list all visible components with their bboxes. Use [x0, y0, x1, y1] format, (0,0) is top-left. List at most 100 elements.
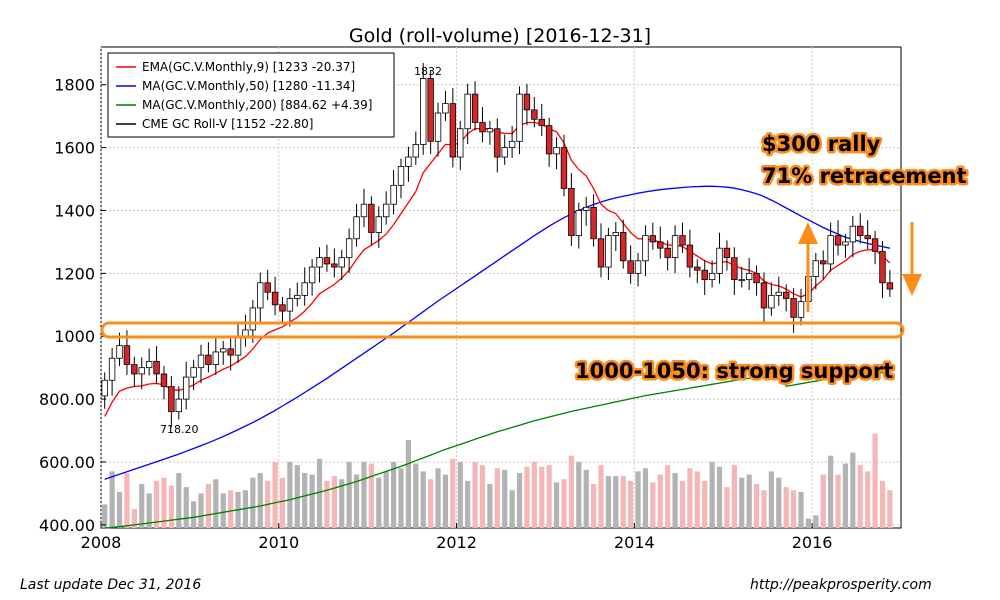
volume-bar	[168, 485, 174, 528]
candle-body	[242, 329, 249, 337]
volume-bar	[672, 472, 678, 528]
volume-bar	[702, 480, 708, 528]
volume-bar	[509, 490, 515, 528]
y-tick-label: 800.00	[39, 390, 95, 409]
candle-body	[597, 238, 605, 268]
candle-body	[405, 156, 412, 167]
volume-bar	[553, 482, 560, 528]
volume-bar	[635, 471, 641, 528]
rally-annotation-line2: 71% retracement	[762, 164, 967, 188]
candle-body	[123, 345, 131, 365]
x-axis: 2008 2010 2012 2014 2016	[81, 523, 832, 552]
candle-body	[871, 238, 879, 252]
volume-bar	[731, 465, 737, 528]
candle-body	[464, 93, 471, 130]
volume-bar	[531, 461, 537, 528]
legend: EMA(GC.V.Monthly,9) [1233 -20.37] MA(GC.…	[107, 52, 395, 138]
candle-body	[434, 112, 442, 142]
volume-bar	[813, 515, 819, 528]
volume-bar	[213, 479, 219, 528]
volume-bar	[465, 480, 471, 528]
candle-body	[197, 354, 205, 369]
ma50-line	[104, 185, 891, 480]
volume-bar	[524, 466, 530, 528]
volume-bar	[768, 471, 774, 528]
candle-body	[412, 144, 420, 158]
candle-body	[116, 345, 123, 359]
candle-body	[553, 147, 560, 155]
volume-bar	[657, 474, 663, 528]
volume-bar	[739, 477, 745, 528]
candle-body	[538, 118, 545, 126]
volume-bar	[746, 474, 752, 528]
volume-bar	[576, 461, 582, 528]
volume-bar	[642, 468, 649, 528]
candle-body	[864, 235, 871, 240]
volume-bar	[598, 465, 604, 528]
volume-bar	[109, 471, 115, 528]
volume-bar	[376, 477, 382, 528]
volume-bar	[428, 479, 434, 528]
volume-bar	[324, 480, 330, 528]
candle-body	[301, 282, 308, 296]
candle-body	[701, 269, 708, 281]
support-annotation: 1000-1050: strong support	[575, 359, 893, 383]
legend-ma50-label: MA(GC.V.Monthly,50) [1280 -11.34]	[142, 79, 355, 93]
volume-bar	[420, 471, 426, 528]
volume-bar	[457, 461, 463, 528]
candle-body	[345, 238, 353, 259]
candle-body	[153, 360, 160, 375]
volume-bars	[102, 433, 893, 528]
candle-body	[182, 376, 190, 400]
candle-body	[471, 93, 479, 123]
volume-bar	[805, 518, 812, 528]
volume-bar	[502, 469, 508, 528]
volume-bar	[479, 465, 486, 528]
footer-source-link[interactable]: http://peakprosperity.com	[750, 577, 932, 593]
candle-body	[279, 304, 286, 312]
candle-body	[694, 266, 701, 271]
legend-price-label: CME GC Roll-V [1152 -22.80]	[142, 117, 313, 131]
volume-bar	[153, 480, 160, 528]
y-tick-label: 600.00	[39, 453, 95, 472]
candle-body	[101, 379, 108, 397]
volume-bar	[405, 439, 412, 528]
volume-bar	[590, 483, 597, 528]
candle-body	[323, 257, 331, 265]
volume-bar	[487, 483, 493, 528]
candle-body	[397, 166, 405, 186]
volume-bar	[368, 463, 374, 528]
candle-body	[145, 360, 153, 369]
down-arrow-icon	[902, 222, 922, 296]
candle-body	[545, 125, 553, 155]
candle-body	[790, 298, 797, 318]
candle-body	[516, 93, 523, 142]
volume-bar	[546, 465, 552, 528]
candle-body	[190, 367, 197, 378]
candle-body	[108, 357, 116, 381]
volume-bar	[442, 474, 449, 528]
volume-bar	[413, 463, 419, 528]
volume-bar	[790, 490, 797, 528]
volume-bar	[835, 474, 841, 528]
candle-body	[627, 260, 634, 274]
volume-bar	[339, 479, 345, 528]
ma200-line	[104, 371, 890, 529]
candle-body	[442, 103, 449, 114]
volume-bar	[383, 471, 389, 528]
volume-bar	[257, 472, 263, 528]
volume-bar	[850, 452, 856, 528]
volume-bar	[250, 477, 256, 528]
volume-bar	[316, 458, 323, 528]
candle-body	[834, 235, 842, 246]
volume-bar	[724, 487, 730, 528]
volume-bar	[146, 493, 152, 528]
candlesticks	[101, 63, 894, 428]
volume-bar	[709, 461, 715, 528]
volume-bar	[761, 490, 767, 528]
candle-body	[160, 373, 168, 387]
volume-bar	[279, 477, 286, 528]
candle-body	[686, 244, 694, 268]
volume-bar	[294, 465, 300, 528]
volume-bar	[302, 472, 308, 528]
